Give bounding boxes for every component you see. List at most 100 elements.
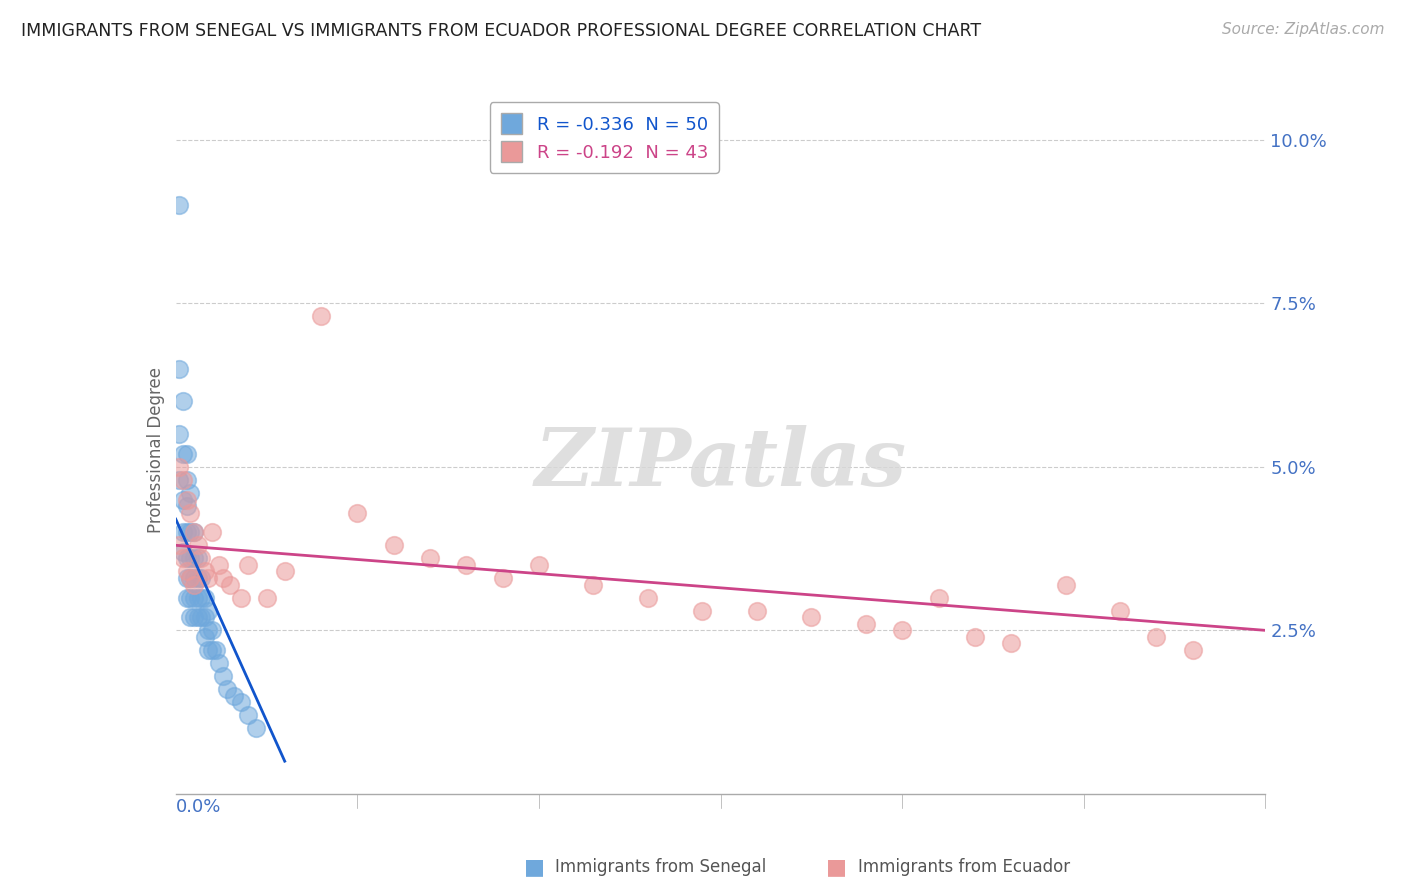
Point <box>183 525 205 540</box>
Point <box>176 447 198 461</box>
Text: Immigrants from Ecuador: Immigrants from Ecuador <box>858 858 1070 876</box>
Point <box>176 571 198 585</box>
Point <box>238 558 260 572</box>
Point <box>197 643 219 657</box>
Point <box>179 610 201 624</box>
Point <box>212 571 235 585</box>
Point <box>179 571 201 585</box>
Point <box>1181 643 1204 657</box>
Point <box>1054 577 1077 591</box>
Point <box>963 630 986 644</box>
Point <box>186 538 209 552</box>
Point <box>179 591 201 605</box>
Point <box>201 525 224 540</box>
Point <box>208 558 231 572</box>
Point <box>855 616 877 631</box>
Point <box>382 538 405 552</box>
Point <box>186 610 209 624</box>
Point <box>176 473 198 487</box>
Point <box>169 198 191 212</box>
Point <box>190 551 212 566</box>
Point <box>201 643 224 657</box>
Point <box>346 506 368 520</box>
Point <box>179 486 201 500</box>
Point <box>183 577 205 591</box>
Point <box>800 610 823 624</box>
Point <box>172 447 194 461</box>
Point <box>238 708 260 723</box>
Point <box>176 492 198 507</box>
Point <box>194 610 217 624</box>
Point <box>222 689 245 703</box>
Point <box>204 643 226 657</box>
Y-axis label: Professional Degree: Professional Degree <box>146 368 165 533</box>
Point <box>176 565 198 579</box>
Point <box>309 310 332 324</box>
Point <box>208 656 231 670</box>
Point <box>274 565 297 579</box>
Point <box>245 722 267 736</box>
Point <box>172 394 194 409</box>
Point <box>176 551 198 566</box>
Point <box>190 610 212 624</box>
Point <box>1000 636 1022 650</box>
Point <box>183 571 205 585</box>
Point <box>197 604 219 618</box>
Point <box>172 492 194 507</box>
Point <box>212 669 235 683</box>
Point <box>190 571 212 585</box>
Text: Source: ZipAtlas.com: Source: ZipAtlas.com <box>1222 22 1385 37</box>
Point <box>179 551 201 566</box>
Point <box>194 565 217 579</box>
Point <box>176 591 198 605</box>
Point <box>197 571 219 585</box>
Point <box>176 499 198 513</box>
Point <box>169 361 191 376</box>
Point <box>186 551 209 566</box>
Point <box>179 571 201 585</box>
Point <box>1109 604 1132 618</box>
Legend: R = -0.336  N = 50, R = -0.192  N = 43: R = -0.336 N = 50, R = -0.192 N = 43 <box>489 103 718 173</box>
Point <box>256 591 278 605</box>
Text: ■: ■ <box>524 857 544 877</box>
Point <box>169 459 191 474</box>
Point <box>215 682 238 697</box>
Point <box>169 427 191 442</box>
Point <box>186 591 209 605</box>
Point <box>637 591 659 605</box>
Point <box>219 577 242 591</box>
Point <box>183 551 205 566</box>
Point <box>492 571 515 585</box>
Point <box>891 624 914 638</box>
Point <box>194 591 217 605</box>
Point <box>176 525 198 540</box>
Point <box>183 525 205 540</box>
Point <box>172 551 194 566</box>
Text: ZIPatlas: ZIPatlas <box>534 425 907 503</box>
Point <box>201 624 224 638</box>
Point <box>179 506 201 520</box>
Text: IMMIGRANTS FROM SENEGAL VS IMMIGRANTS FROM ECUADOR PROFESSIONAL DEGREE CORRELATI: IMMIGRANTS FROM SENEGAL VS IMMIGRANTS FR… <box>21 22 981 40</box>
Point <box>183 591 205 605</box>
Point <box>419 551 441 566</box>
Point <box>197 624 219 638</box>
Point <box>179 525 201 540</box>
Point <box>172 545 194 559</box>
Point <box>190 591 212 605</box>
Point <box>456 558 478 572</box>
Point <box>169 473 191 487</box>
Text: 0.0%: 0.0% <box>176 798 221 816</box>
Point <box>582 577 605 591</box>
Point <box>928 591 950 605</box>
Point <box>172 473 194 487</box>
Point <box>527 558 550 572</box>
Text: ■: ■ <box>827 857 846 877</box>
Point <box>194 630 217 644</box>
Point <box>1146 630 1168 644</box>
Point <box>231 695 253 709</box>
Point <box>172 525 194 540</box>
Text: Immigrants from Senegal: Immigrants from Senegal <box>555 858 766 876</box>
Point <box>183 610 205 624</box>
Point <box>692 604 714 618</box>
Point <box>169 538 191 552</box>
